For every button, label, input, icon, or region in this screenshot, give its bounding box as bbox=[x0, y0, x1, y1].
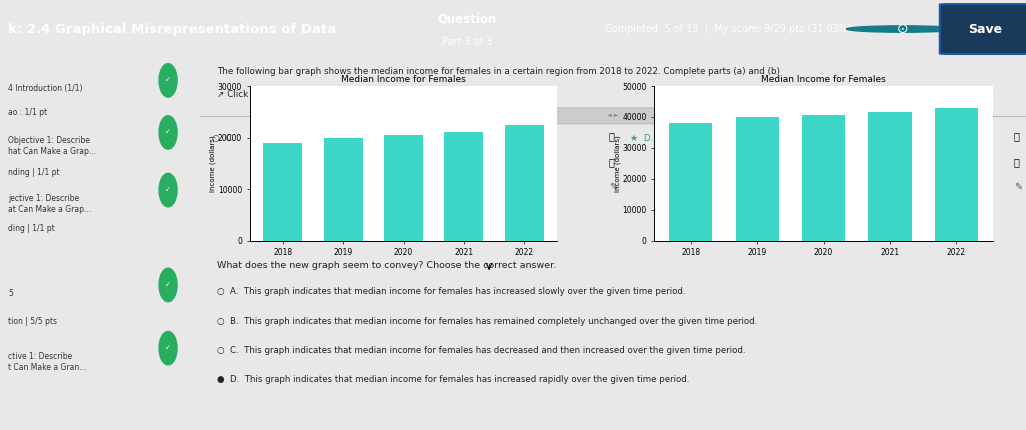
Text: Objective 1: Describe
hat Can Make a Grap...: Objective 1: Describe hat Can Make a Gra… bbox=[8, 136, 96, 156]
Text: 4 Introduction (1/1): 4 Introduction (1/1) bbox=[8, 84, 82, 93]
Text: ✓: ✓ bbox=[165, 345, 171, 351]
Circle shape bbox=[846, 26, 959, 32]
Y-axis label: Income (dollars): Income (dollars) bbox=[615, 135, 621, 192]
Bar bbox=[384, 135, 423, 241]
Text: nding | 1/1 pt: nding | 1/1 pt bbox=[8, 168, 60, 177]
Text: tion | 5/5 pts: tion | 5/5 pts bbox=[8, 316, 57, 326]
Text: ✎: ✎ bbox=[608, 181, 617, 191]
Text: 🔍: 🔍 bbox=[608, 157, 615, 167]
Text: jective 1: Describe
at Can Make a Grap...: jective 1: Describe at Can Make a Grap..… bbox=[8, 194, 91, 214]
Bar bbox=[802, 115, 845, 241]
Text: ○  A.  This graph indicates that median income for females has increased slowly : ○ A. This graph indicates that median in… bbox=[216, 287, 685, 296]
Text: ○  C.: ○ C. bbox=[212, 134, 235, 142]
Text: Completed: 5 of 13  |  My score: 9/29 pts (31.03%): Completed: 5 of 13 | My score: 9/29 pts … bbox=[605, 24, 852, 34]
Circle shape bbox=[159, 64, 177, 97]
Text: ding | 1/1 pt: ding | 1/1 pt bbox=[8, 224, 54, 233]
Title: Median Income for Females: Median Income for Females bbox=[761, 75, 886, 84]
Bar bbox=[444, 132, 483, 241]
Bar bbox=[669, 123, 712, 241]
Text: Save: Save bbox=[968, 22, 1002, 36]
FancyBboxPatch shape bbox=[940, 4, 1026, 54]
Text: Question: Question bbox=[437, 12, 497, 25]
Bar bbox=[868, 112, 911, 241]
Bar bbox=[935, 108, 978, 241]
Text: ao : 1/1 pt: ao : 1/1 pt bbox=[8, 108, 47, 117]
Text: ✓: ✓ bbox=[165, 129, 171, 135]
Bar bbox=[264, 143, 303, 241]
Text: ○  C.  This graph indicates that median income for females has decreased and the: ○ C. This graph indicates that median in… bbox=[216, 346, 745, 355]
Text: ctive 1: Describe
t Can Make a Gran...: ctive 1: Describe t Can Make a Gran... bbox=[8, 352, 86, 372]
Text: ✓: ✓ bbox=[165, 282, 171, 288]
Text: ⊙: ⊙ bbox=[897, 22, 909, 36]
Text: 🔍: 🔍 bbox=[1014, 157, 1020, 167]
Text: The following bar graph shows the median income for females in a certain region : The following bar graph shows the median… bbox=[216, 68, 780, 77]
Text: ✓: ✓ bbox=[165, 77, 171, 83]
Text: 🔍: 🔍 bbox=[608, 131, 615, 141]
Text: What does the new graph seem to convey? Choose the correct answer.: What does the new graph seem to convey? … bbox=[216, 261, 556, 270]
Circle shape bbox=[159, 332, 177, 365]
Text: k: 2.4 Graphical Misrepresentations of Data: k: 2.4 Graphical Misrepresentations of D… bbox=[8, 22, 337, 36]
FancyBboxPatch shape bbox=[526, 108, 700, 124]
Title: Median Income for Females: Median Income for Females bbox=[342, 75, 466, 84]
Text: ✓: ✓ bbox=[165, 187, 171, 193]
Text: 🔍: 🔍 bbox=[1014, 131, 1020, 141]
Bar bbox=[736, 117, 779, 241]
Text: ◄ ►: ◄ ► bbox=[607, 113, 619, 118]
Text: ★  D.: ★ D. bbox=[630, 134, 654, 142]
Text: ↗ Click the icon to view the bar graph of female income.: ↗ Click the icon to view the bar graph o… bbox=[216, 90, 464, 98]
Circle shape bbox=[159, 116, 177, 149]
Bar bbox=[505, 125, 544, 241]
Text: ✎: ✎ bbox=[1014, 181, 1022, 191]
Bar bbox=[323, 138, 363, 241]
Text: ●  D.  This graph indicates that median income for females has increased rapidly: ● D. This graph indicates that median in… bbox=[216, 375, 689, 384]
Y-axis label: Income (dollars): Income (dollars) bbox=[209, 135, 216, 192]
Circle shape bbox=[159, 268, 177, 302]
Circle shape bbox=[159, 173, 177, 207]
Text: ○  B.  This graph indicates that median income for females has remained complete: ○ B. This graph indicates that median in… bbox=[216, 316, 757, 326]
Text: Part 3 of 3: Part 3 of 3 bbox=[441, 37, 492, 47]
Text: 5: 5 bbox=[8, 289, 13, 298]
